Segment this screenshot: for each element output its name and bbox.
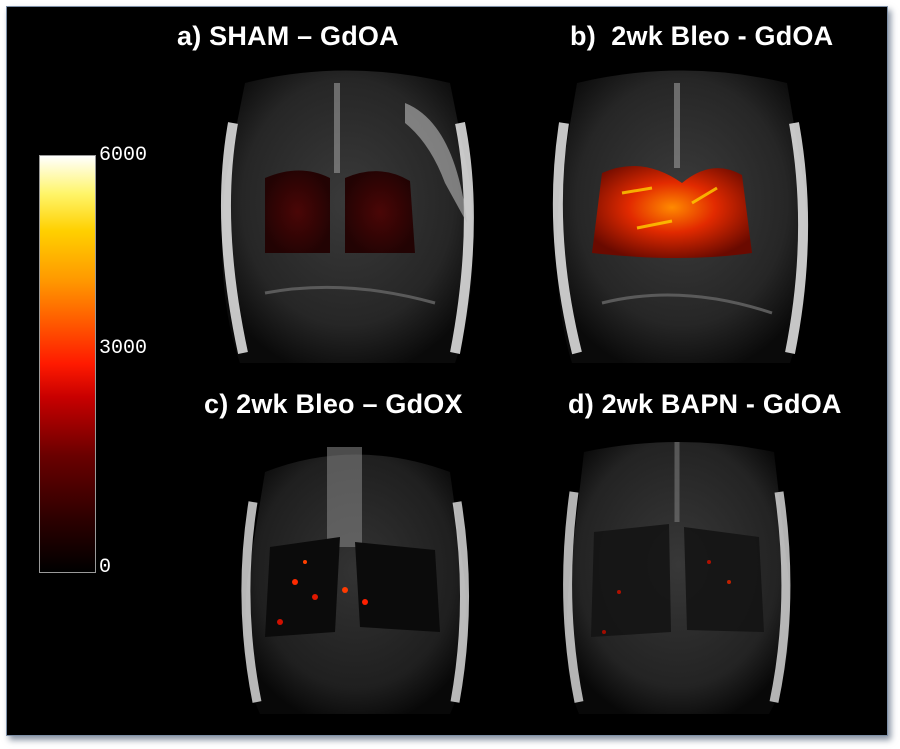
figure-frame: a) SHAM – GdOA b) 2wk Bleo - GdOA c) 2wk… xyxy=(6,6,888,736)
colorbar xyxy=(39,155,96,573)
mri-scan-panel-b xyxy=(552,70,809,363)
panel-b-title: b) 2wk Bleo - GdOA xyxy=(570,21,834,51)
mri-scan-panel-a xyxy=(220,70,474,363)
colorbar-tick-min: 0 xyxy=(99,556,112,579)
panel-c-title: c) 2wk Bleo – GdOX xyxy=(204,389,463,419)
panel-d-title: d) 2wk BAPN - GdOA xyxy=(568,389,842,419)
colorbar-tick-mid: 3000 xyxy=(99,337,148,360)
mri-scan-panel-c xyxy=(241,447,470,714)
mri-scan-panel-d xyxy=(563,442,791,714)
colorbar-tick-max: 6000 xyxy=(99,144,148,167)
panel-a-title: a) SHAM – GdOA xyxy=(177,21,399,51)
